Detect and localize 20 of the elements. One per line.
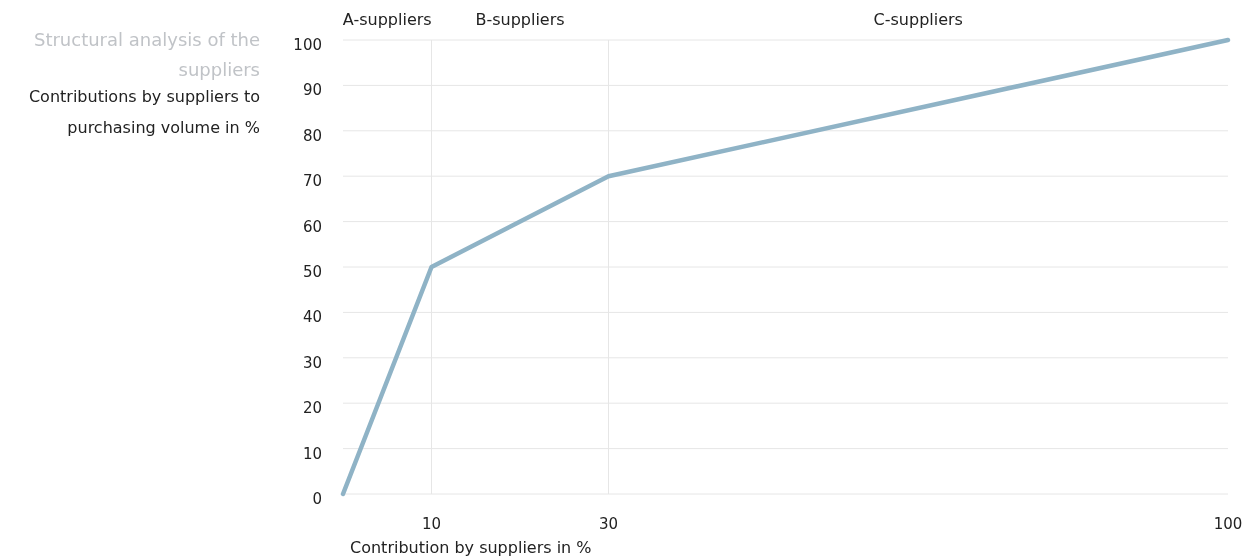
y-tick-label: 10 (302, 444, 322, 463)
x-axis-title: Contribution by suppliers in % (350, 538, 592, 557)
text: Structural analysis of the suppliers (33, 29, 260, 80)
y-tick-label: 40 (302, 308, 322, 327)
y-tick-label: 70 (302, 172, 322, 191)
text: C-suppliers (873, 10, 963, 29)
y-tick-label: 0 (312, 490, 322, 508)
y-tick-label: 90 (302, 81, 322, 100)
y-tick-label: 60 (302, 217, 322, 236)
y-tick-label: 100 (293, 36, 322, 54)
text: Contributions by suppliers to purchasing volume in % (28, 87, 260, 137)
y-tick-label: 30 (302, 353, 322, 372)
text: B-suppliers (475, 10, 565, 29)
text: A-suppliers (342, 10, 432, 29)
y-tick-label: 80 (302, 126, 322, 145)
x-tick-label: 10 (421, 515, 442, 533)
y-tick-label: 20 (302, 399, 322, 418)
x-tick-label: 100 (1213, 515, 1243, 533)
y-tick-label: 50 (302, 263, 322, 281)
x-tick-label: 30 (598, 515, 619, 533)
